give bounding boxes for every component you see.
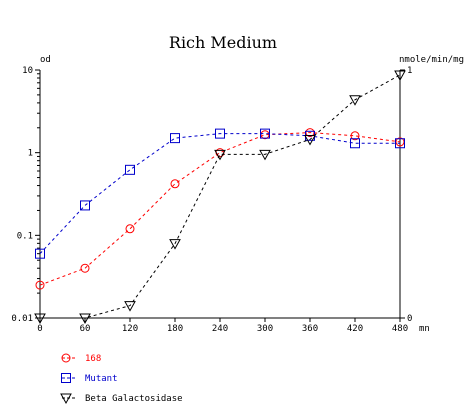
- data-point: [394, 70, 406, 81]
- data-point: [35, 280, 45, 290]
- data-point: [395, 138, 405, 149]
- legend-label: 168: [85, 354, 101, 364]
- data-point: [34, 313, 46, 325]
- y-left-tick-label: 0.1: [17, 231, 33, 241]
- data-point: [61, 373, 71, 383]
- y-left-tick-label: 1: [28, 149, 33, 159]
- data-point: [124, 301, 136, 312]
- data-point: [170, 133, 180, 144]
- series-beta-galactosidase: [34, 70, 406, 325]
- series-line: [39, 132, 401, 286]
- x-tick-label: 420: [347, 324, 363, 334]
- x-axis-label: mn: [419, 324, 430, 334]
- y-left-tick-label: 0.01: [11, 314, 33, 324]
- data-point: [350, 138, 360, 149]
- y-left-tick-label: 10: [22, 66, 33, 76]
- x-tick-label: 60: [80, 324, 91, 334]
- data-point: [79, 313, 91, 325]
- x-tick-label: 180: [167, 324, 183, 334]
- x-tick-label: 480: [392, 324, 408, 334]
- y-right-tick-label: 1: [407, 66, 412, 76]
- x-ticks: 0 60 120 180 240 300 360 420 480: [37, 318, 408, 334]
- series-line: [39, 133, 400, 255]
- series-mutant: [35, 128, 405, 259]
- series-168: [35, 128, 405, 290]
- x-tick-label: 240: [212, 324, 228, 334]
- data-point: [125, 224, 135, 234]
- data-point: [35, 248, 45, 259]
- data-point: [349, 95, 361, 106]
- data-point: [125, 164, 135, 175]
- x-tick-label: 120: [122, 324, 138, 334]
- legend-item: Mutant: [61, 373, 118, 384]
- legend-item: 168: [61, 353, 101, 364]
- data-point: [259, 149, 271, 161]
- data-point: [61, 353, 71, 363]
- data-point: [80, 200, 90, 211]
- data-point: [350, 131, 360, 141]
- data-point: [170, 179, 180, 189]
- series-layer: [34, 70, 406, 325]
- data-point: [214, 149, 226, 161]
- y-right-axis-label: nmole/min/mg: [399, 55, 464, 65]
- series-line: [40, 74, 401, 319]
- legend-item: Beta Galactosidase: [60, 393, 183, 405]
- chart-title: Rich Medium: [169, 33, 277, 52]
- x-tick-label: 360: [302, 324, 318, 334]
- legend-label: Mutant: [85, 374, 118, 384]
- data-point: [80, 263, 90, 273]
- y-right-tick-label: 0: [407, 314, 412, 324]
- legend: 168 Mutant Beta Galactosidase: [60, 353, 183, 405]
- data-point: [60, 393, 72, 405]
- x-tick-label: 300: [257, 324, 273, 334]
- data-point: [260, 128, 270, 139]
- y-right-ticks: 01: [400, 66, 412, 324]
- data-point: [215, 128, 225, 139]
- data-point: [304, 134, 316, 146]
- x-tick-label: 0: [37, 324, 42, 334]
- y-left-axis-label: od: [40, 55, 51, 65]
- data-point: [169, 239, 181, 250]
- legend-label: Beta Galactosidase: [85, 394, 183, 404]
